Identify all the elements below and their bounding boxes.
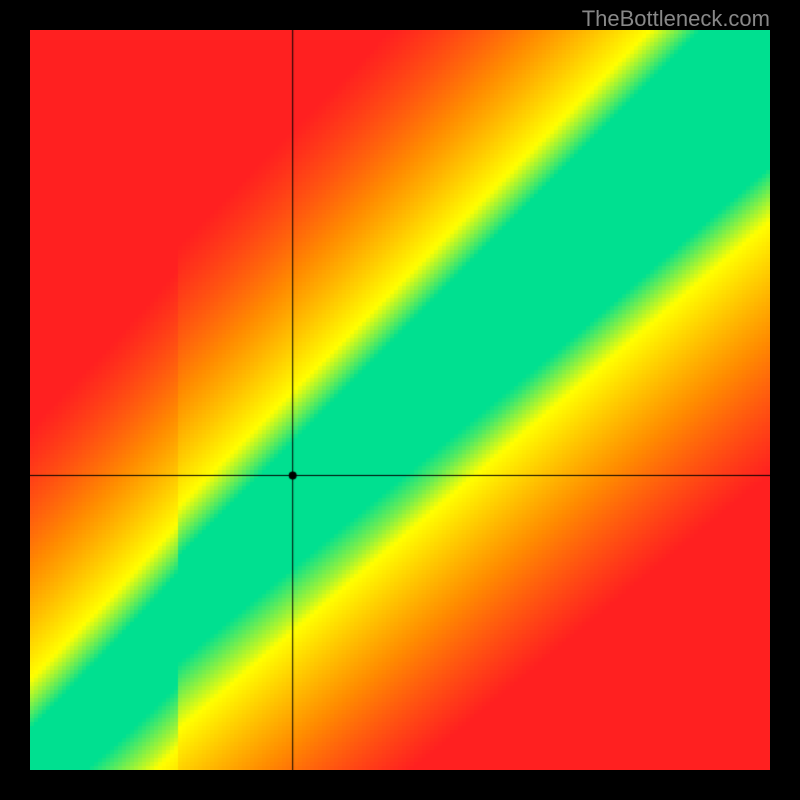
attribution-text: TheBottleneck.com	[582, 6, 770, 32]
chart-container: TheBottleneck.com	[0, 0, 800, 800]
heatmap-chart	[30, 30, 770, 770]
heatmap-canvas	[30, 30, 770, 770]
